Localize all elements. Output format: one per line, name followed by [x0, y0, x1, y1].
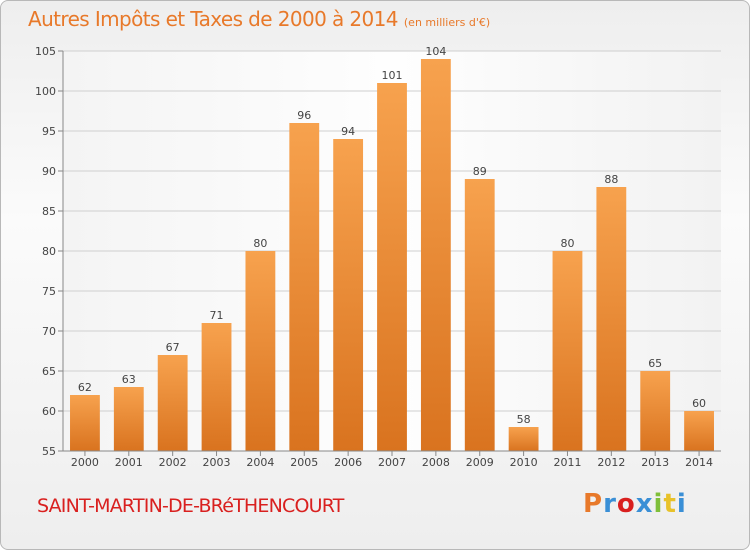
x-tick-label: 2010	[510, 456, 538, 469]
bar	[113, 387, 144, 451]
bar	[508, 427, 539, 451]
proxiti-logo: Proxiti	[583, 489, 687, 519]
y-tick-label: 85	[42, 205, 56, 218]
bar-value-label: 104	[425, 45, 446, 58]
x-tick-label: 2004	[246, 456, 274, 469]
x-tick-label: 2003	[203, 456, 231, 469]
x-tick-label: 2005	[290, 456, 318, 469]
x-tick-label: 2013	[641, 456, 669, 469]
x-tick-label: 2002	[159, 456, 187, 469]
bar-value-label: 58	[517, 413, 531, 426]
bar-value-label: 80	[560, 237, 574, 250]
y-tick-label: 65	[42, 365, 56, 378]
logo-letter: P	[583, 489, 604, 519]
x-tick-label: 2011	[553, 456, 581, 469]
bar	[70, 395, 100, 451]
logo-letter: r	[603, 489, 617, 519]
x-tick-label: 2000	[71, 456, 99, 469]
bar-value-label: 88	[604, 173, 618, 186]
bar	[289, 123, 320, 451]
bars: 62 63 67 71 80 96 94 101 104 89 58 80 88 65 60	[70, 45, 714, 451]
bar-value-label: 65	[648, 357, 662, 370]
bar	[420, 59, 451, 451]
bar	[333, 139, 364, 451]
bar-value-label: 67	[166, 341, 180, 354]
bar-chart: 55 60 65 70 75 80 85 90 95 100 105 62 63 67 71 80 96 94 1…	[35, 45, 721, 469]
bar	[640, 371, 671, 451]
bar	[596, 187, 627, 451]
bar-value-label: 71	[210, 309, 224, 322]
y-tick-label: 75	[42, 285, 56, 298]
title-text: Autres Impôts et Taxes de 2000 à 2014	[28, 7, 398, 31]
y-tick-label: 90	[42, 165, 56, 178]
x-tick-label: 2014	[685, 456, 713, 469]
y-tick-label: 100	[35, 85, 56, 98]
logo-letter: t	[663, 489, 677, 519]
bar-value-label: 80	[253, 237, 267, 250]
bar	[552, 251, 583, 451]
logo-letter: i	[676, 489, 687, 519]
x-tick-label: 2007	[378, 456, 406, 469]
logo-letter: i	[653, 489, 664, 519]
bar-value-label: 60	[692, 397, 706, 410]
x-axis: 2000 2001 2002 2003 2004 2005 2006 2007 2008 2009…	[63, 450, 721, 469]
x-tick-label: 2012	[597, 456, 625, 469]
title-unit: (en milliers d'€)	[403, 16, 491, 29]
logo-letter: o	[616, 489, 636, 519]
bar	[684, 411, 714, 451]
y-tick-label: 105	[35, 45, 56, 58]
y-tick-label: 95	[42, 125, 56, 138]
bar-value-label: 101	[382, 69, 403, 82]
x-tick-label: 2009	[466, 456, 494, 469]
commune-name: SAINT-MARTIN-DE-BRéTHENCOURT	[37, 495, 344, 517]
bar	[464, 179, 495, 451]
y-tick-label: 70	[42, 325, 56, 338]
bar-value-label: 63	[122, 373, 136, 386]
x-tick-label: 2006	[334, 456, 362, 469]
y-tick-label: 55	[42, 445, 56, 458]
y-tick-label: 60	[42, 405, 56, 418]
chart-title: Autres Impôts et Taxes de 2000 à 2014 (en…	[28, 7, 490, 31]
y-tick-label: 80	[42, 245, 56, 258]
bar-value-label: 96	[297, 109, 311, 122]
logo-letter: x	[635, 489, 654, 519]
bar	[245, 251, 276, 451]
bar-value-label: 94	[341, 125, 355, 138]
bar	[157, 355, 188, 451]
y-axis: 55 60 65 70 75 80 85 90 95 100 105	[35, 45, 64, 458]
bar	[201, 323, 232, 451]
bar-value-label: 62	[78, 381, 92, 394]
bar	[377, 83, 407, 451]
bar-value-label: 89	[473, 165, 487, 178]
x-tick-label: 2008	[422, 456, 450, 469]
x-tick-label: 2001	[115, 456, 143, 469]
